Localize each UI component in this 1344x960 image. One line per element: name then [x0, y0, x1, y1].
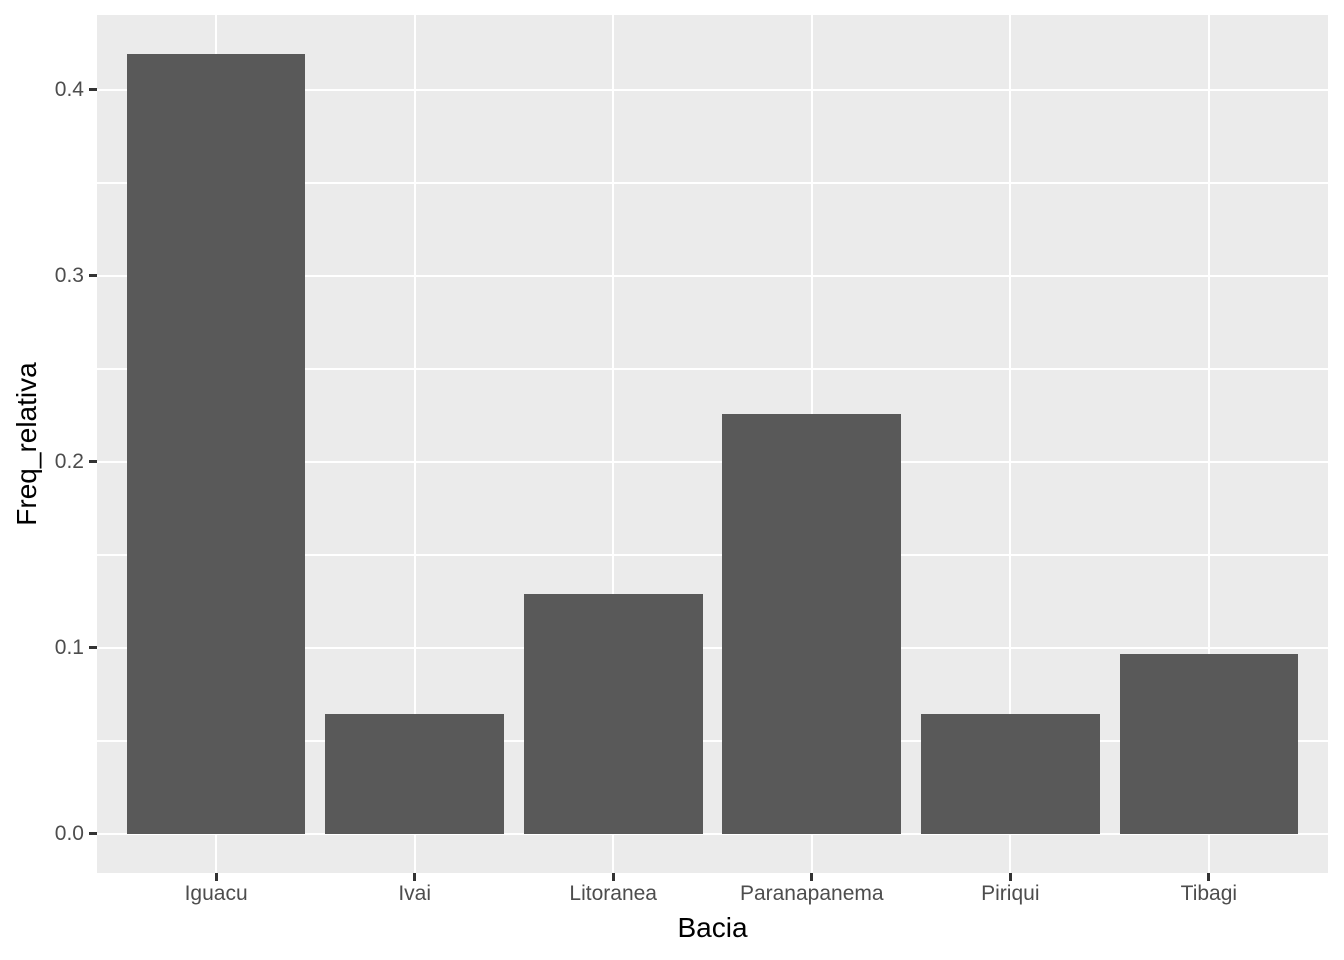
- x-tick-label: Paranapanema: [739, 882, 884, 905]
- bar-paranapanema: [722, 413, 902, 834]
- x-axis-tick: [214, 873, 218, 881]
- y-axis-tick: [89, 646, 97, 650]
- x-axis-tick: [1008, 873, 1012, 881]
- y-tick-label: 0.1: [54, 635, 84, 659]
- y-axis-tick: [89, 460, 97, 464]
- gridline-vertical: [1207, 15, 1210, 873]
- bar-ivai: [325, 713, 505, 834]
- gridline-horizontal-major: [97, 832, 1328, 835]
- x-axis-tick: [1207, 873, 1211, 881]
- gridline-horizontal-minor: [97, 368, 1328, 370]
- gridline-horizontal-major: [97, 274, 1328, 277]
- gridline-horizontal-major: [97, 460, 1328, 463]
- gridline-vertical: [413, 15, 416, 873]
- x-tick-label: Piriqui: [981, 882, 1040, 905]
- y-tick-label: 0.4: [54, 77, 84, 101]
- gridline-horizontal-minor: [97, 182, 1328, 184]
- x-axis-tick: [611, 873, 615, 881]
- x-tick-label: Tibagi: [1180, 882, 1238, 905]
- x-tick-label: Ivai: [398, 882, 432, 905]
- bar-tibagi: [1119, 653, 1299, 834]
- bar-litoranea: [523, 594, 703, 834]
- y-axis-title: Freq_relativa: [11, 362, 42, 526]
- x-axis-title: Bacia: [677, 912, 748, 943]
- x-tick-label: Litoranea: [569, 882, 657, 905]
- plot-panel: [97, 15, 1328, 873]
- gridline-horizontal-major: [97, 88, 1328, 91]
- y-tick-label: 0.3: [54, 263, 84, 287]
- x-tick-label: Iguacu: [184, 882, 248, 905]
- gridline-horizontal-minor: [97, 740, 1328, 742]
- gridline-vertical: [1009, 15, 1012, 873]
- y-axis-tick: [89, 832, 97, 836]
- bar-piriqui: [920, 713, 1100, 834]
- bar-iguacu: [126, 53, 306, 834]
- x-axis-tick: [810, 873, 814, 881]
- y-axis-tick: [89, 88, 97, 92]
- y-tick-label: 0.2: [54, 449, 84, 473]
- y-axis-tick: [89, 274, 97, 278]
- x-axis-tick: [413, 873, 417, 881]
- gridline-horizontal-major: [97, 646, 1328, 649]
- y-tick-label: 0.0: [54, 821, 84, 845]
- gridline-vertical: [612, 15, 615, 873]
- gridline-horizontal-minor: [97, 554, 1328, 556]
